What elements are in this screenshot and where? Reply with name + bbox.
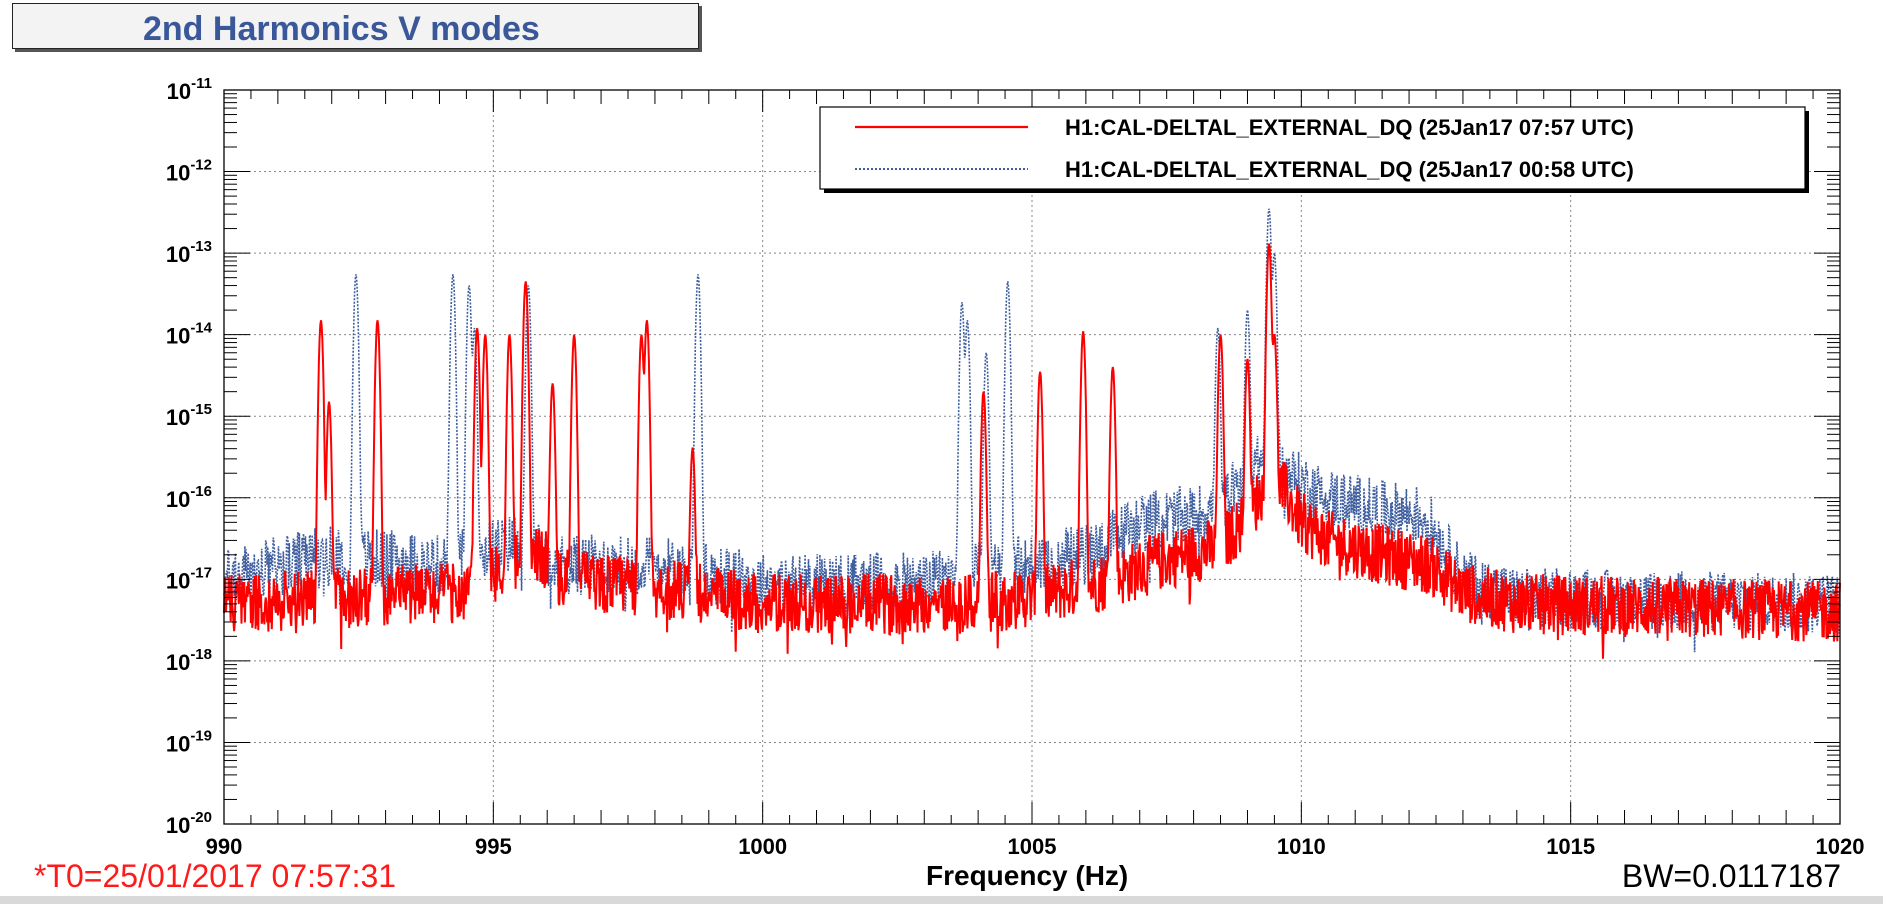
title-box: 2nd Harmonics V modes	[12, 3, 699, 49]
bottom-scrollbar-strip	[0, 896, 1883, 904]
x-tick-label: 995	[475, 834, 512, 859]
x-tick-label: 990	[206, 834, 243, 859]
y-tick-label: 10-11	[167, 75, 212, 104]
x-tick-label: 1010	[1277, 834, 1326, 859]
y-tick-label: 10-14	[166, 320, 213, 349]
legend: H1:CAL-DELTAL_EXTERNAL_DQ (25Jan17 07:57…	[819, 106, 1809, 193]
x-tick-label: 1005	[1008, 834, 1057, 859]
y-tick-label: 10-17	[166, 564, 212, 593]
legend-entry: H1:CAL-DELTAL_EXTERNAL_DQ (25Jan17 07:57…	[1065, 115, 1634, 140]
y-tick-label: 10-15	[166, 401, 212, 430]
y-tick-label: 10-12	[166, 157, 212, 186]
t0-label: *T0=25/01/2017 07:57:31	[34, 858, 397, 894]
y-tick-label: 10-13	[166, 238, 212, 267]
grid-lines	[224, 90, 1840, 824]
series-line-1	[223, 243, 1841, 659]
x-tick-label: 1000	[738, 834, 787, 859]
bandwidth-label: BW=0.0117187	[1621, 858, 1841, 894]
x-tick-label: 1015	[1546, 834, 1595, 859]
legend-entry: H1:CAL-DELTAL_EXTERNAL_DQ (25Jan17 00:58…	[1065, 157, 1634, 182]
series-traces	[223, 208, 1841, 659]
y-tick-label: 10-19	[166, 727, 212, 756]
x-tick-label: 1020	[1816, 834, 1865, 859]
legend-box	[819, 106, 1806, 190]
y-tick-label: 10-18	[166, 646, 212, 675]
y-tick-label: 10-20	[166, 809, 212, 838]
y-tick-label: 10-16	[166, 483, 212, 512]
x-axis-label: Frequency (Hz)	[926, 860, 1129, 891]
chart-title: 2nd Harmonics V modes	[143, 10, 540, 48]
axes: 990 995 1000 1005 1010 1015 1020 10-11 10-12 10-1…	[166, 75, 1865, 859]
